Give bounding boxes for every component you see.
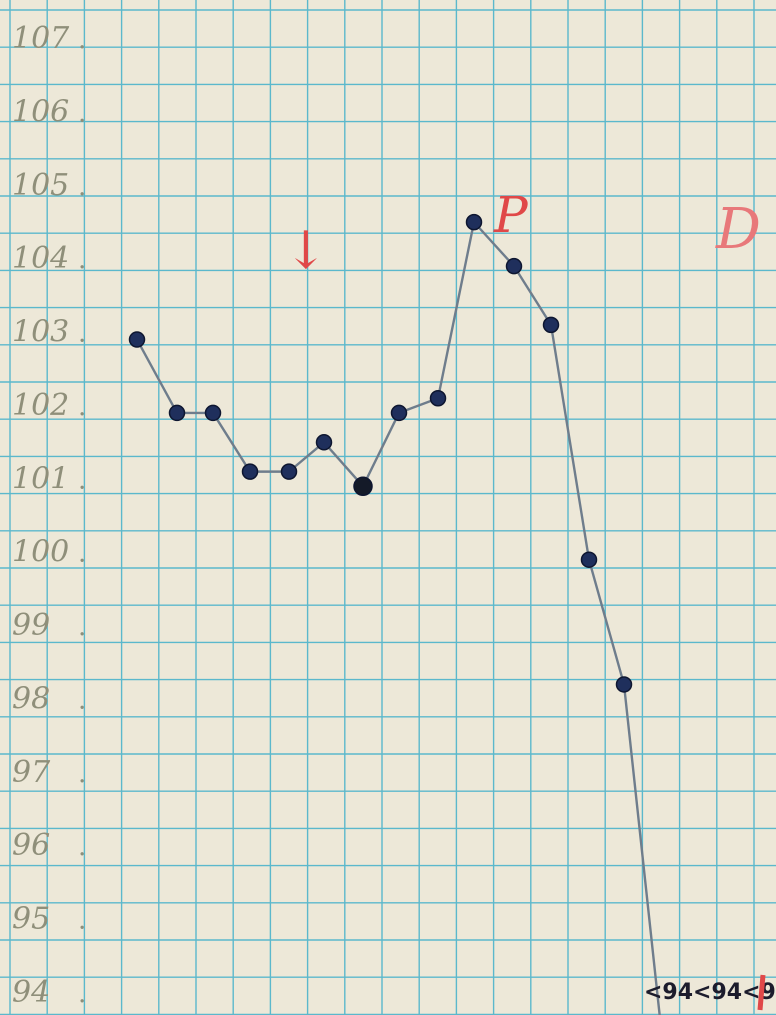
data-point-4 [241,463,259,480]
data-point-7 [353,476,373,497]
series-points [128,213,633,693]
data-point-3 [204,404,222,422]
y-tick-dot: . [78,685,86,715]
y-tick-dot: . [78,612,86,642]
data-point-9 [429,389,447,407]
y-tick-dot: . [78,245,86,275]
y-tick-label-96: 96 [12,828,50,863]
y-tick-label-97: 97 [12,755,51,790]
y-tick-dot: . [78,832,86,862]
data-point-1 [128,331,146,348]
y-tick-label-104: 104 [12,241,69,276]
y-tick-dot: . [78,25,86,55]
annotation-letter-d: D [715,197,761,262]
y-tick-dot: . [78,979,86,1009]
data-point-12 [542,316,560,334]
y-tick-dot: . [78,465,86,495]
data-point-8 [390,404,408,422]
y-tick-label-100: 100 [12,535,69,570]
y-tick-label-94: 94 [12,975,50,1010]
annotation-letter-p: P [493,186,529,244]
y-tick-dot: . [78,906,86,936]
data-point-2 [168,404,186,422]
y-tick-dot: . [78,759,86,789]
y-tick-dot: . [78,172,86,202]
y-tick-labels: 107. 106. 105. 104. 103. 102. 101. 100. 99. 98. 97… [12,21,86,1010]
y-tick-label-95: 95 [12,902,50,937]
data-point-5 [280,463,298,480]
y-tick-label-106: 106 [12,94,69,129]
y-tick-label-99: 99 [12,608,50,643]
annotation-bottom-note: <94<94<94 [644,980,776,1005]
data-point-10 [465,213,483,231]
annotation-arrow: ↓ [284,221,328,281]
data-point-14 [615,676,633,693]
y-tick-label-105: 105 [12,168,69,203]
y-tick-label-102: 102 [12,388,69,423]
y-tick-label-98: 98 [12,681,50,716]
y-tick-dot: . [78,319,86,349]
annotation-red-stroke [757,974,766,1011]
y-tick-dot: . [78,539,86,569]
y-tick-label-103: 103 [12,315,69,350]
data-point-6 [315,434,333,451]
data-point-11 [505,257,523,275]
y-tick-dot: . [78,392,86,422]
y-tick-label-101: 101 [12,461,69,496]
data-point-13 [580,551,598,568]
y-tick-dot: . [78,98,86,128]
y-tick-label-107: 107 [12,21,70,56]
